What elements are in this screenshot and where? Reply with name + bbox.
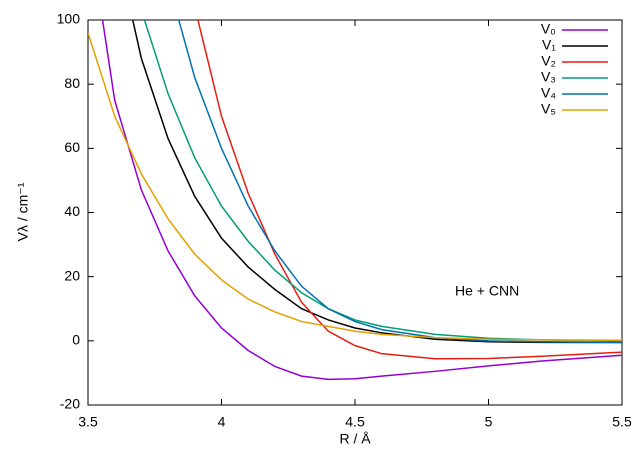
- y-tick-label: 40: [64, 203, 80, 219]
- series-line: [197, 20, 622, 360]
- series-line: [131, 20, 622, 344]
- y-axis-label: Vλ / cm⁻¹: [15, 182, 31, 241]
- series-line: [178, 20, 622, 344]
- legend-label: V₄: [541, 85, 556, 101]
- x-tick-label: 5: [485, 414, 493, 430]
- plot-area: [88, 20, 622, 381]
- legend-label: V₅: [541, 101, 556, 117]
- x-axis-label: R / Å: [339, 431, 371, 447]
- y-tick-label: 60: [64, 139, 80, 155]
- y-tick-label: -20: [60, 396, 80, 412]
- y-tick-label: 100: [57, 11, 81, 27]
- legend-label: V₂: [541, 53, 556, 69]
- series-line: [88, 32, 622, 341]
- annotation: He + CNN: [455, 283, 519, 299]
- y-tick-label: 20: [64, 267, 80, 283]
- series-line: [143, 20, 622, 342]
- x-tick-label: 3.5: [78, 414, 98, 430]
- legend-label: V₁: [542, 37, 556, 53]
- x-tick-label: 5.5: [612, 414, 632, 430]
- y-tick-label: 0: [72, 332, 80, 348]
- x-tick-label: 4.5: [345, 414, 365, 430]
- series-line: [101, 20, 622, 381]
- legend-label: V₀: [541, 21, 556, 37]
- y-tick-label: 80: [64, 75, 80, 91]
- x-tick-label: 4: [218, 414, 226, 430]
- legend-label: V₃: [541, 69, 556, 85]
